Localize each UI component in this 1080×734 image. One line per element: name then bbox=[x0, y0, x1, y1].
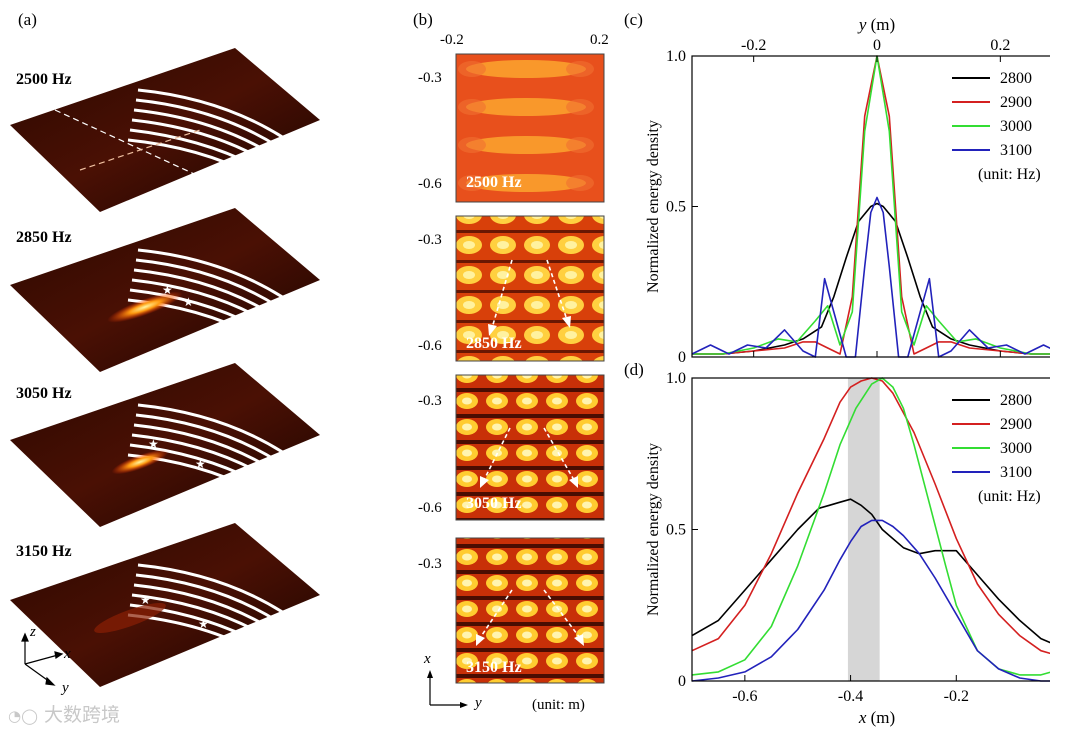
watermark-text: 大数跨境 bbox=[43, 704, 120, 726]
plate-3150: ★ ★ bbox=[10, 523, 320, 687]
x-axis-label: y (m) bbox=[857, 15, 895, 34]
x-tick-label: -0.6 bbox=[732, 688, 757, 705]
x-axis-label: x (m) bbox=[858, 708, 895, 727]
panel-d-label: (d) bbox=[624, 360, 644, 379]
svg-text:★: ★ bbox=[148, 437, 159, 451]
plate-3050: ★ ★ bbox=[10, 363, 320, 527]
series-line-3100 bbox=[691, 519, 1050, 682]
b-ytick-top-4: -0.3 bbox=[418, 556, 442, 572]
freq-label-a-1: 2500 Hz bbox=[16, 71, 72, 88]
field-map-3150 bbox=[455, 537, 605, 684]
plate-2850: ★ ★ bbox=[10, 208, 320, 372]
panel-b-label: (b) bbox=[413, 10, 433, 29]
freq-label-a-3: 3050 Hz bbox=[16, 385, 72, 402]
x-tick-label: -0.2 bbox=[944, 688, 969, 705]
field-map-3050 bbox=[455, 374, 605, 521]
axis-y-label: y bbox=[62, 680, 69, 696]
watermark: ◔◯ 大数跨境 bbox=[8, 700, 120, 727]
b-xtick-right: 0.2 bbox=[590, 32, 609, 48]
series-line-2800 bbox=[691, 498, 1050, 644]
x-tick-label: 0 bbox=[873, 37, 881, 54]
series-line-3100 bbox=[691, 196, 1050, 358]
b-ytick-top-2: -0.3 bbox=[418, 232, 442, 248]
svg-text:★: ★ bbox=[198, 617, 209, 631]
freq-label-a-4: 3150 Hz bbox=[16, 543, 72, 560]
field-map-2500 bbox=[455, 53, 605, 203]
axes-triad-a bbox=[21, 632, 64, 686]
legend-note: (unit: Hz) bbox=[978, 166, 1041, 183]
y-tick-label: 0.5 bbox=[666, 199, 686, 216]
legend-label-2900: 2900 bbox=[1000, 416, 1032, 433]
panel-a-plates: ★ ★ ★ ★ ★ ★ bbox=[10, 48, 320, 687]
legend-note: (unit: Hz) bbox=[978, 488, 1041, 505]
y-tick-label: 0 bbox=[678, 349, 686, 366]
svg-text:★: ★ bbox=[140, 593, 151, 607]
svg-text:★: ★ bbox=[162, 283, 173, 297]
y-axis-label: Normalized energy density bbox=[645, 443, 662, 616]
legend-label-3100: 3100 bbox=[1000, 464, 1032, 481]
y-tick-label: 0.5 bbox=[666, 522, 686, 539]
b-ytick-top-1: -0.3 bbox=[418, 70, 442, 86]
x-tick-label: -0.2 bbox=[741, 37, 766, 54]
y-tick-label: 0 bbox=[678, 673, 686, 690]
legend-label-3000: 3000 bbox=[1000, 118, 1032, 135]
legend-label-3000: 3000 bbox=[1000, 440, 1032, 457]
axis-x-label: x bbox=[64, 646, 71, 662]
svg-text:★: ★ bbox=[195, 457, 206, 471]
axes-triad-b bbox=[427, 670, 468, 708]
freq-label-b-4: 3150 Hz bbox=[466, 659, 522, 676]
shaded-region bbox=[847, 378, 880, 681]
b-axis-x: x bbox=[424, 651, 431, 667]
y-axis-label: Normalized energy density bbox=[645, 120, 662, 293]
b-unit: (unit: m) bbox=[532, 697, 585, 713]
legend-label-2900: 2900 bbox=[1000, 94, 1032, 111]
freq-label-b-2: 2850 Hz bbox=[466, 335, 522, 352]
chart-d: -0.6-0.4-0.2000.51.0x (m)Normalized ener… bbox=[645, 370, 1050, 727]
y-tick-label: 1.0 bbox=[666, 48, 686, 65]
chart-c: -0.2 0 0.2 0 0.5 1.0 y (m) Normalized energy de… bbox=[645, 15, 1050, 366]
svg-text:★: ★ bbox=[183, 295, 194, 309]
b-ytick-bottom-1: -0.6 bbox=[418, 176, 442, 192]
b-axis-y: y bbox=[475, 695, 482, 711]
legend-label-2800: 2800 bbox=[1000, 392, 1032, 409]
panel-c-label: (c) bbox=[624, 10, 643, 29]
freq-label-a-2: 2850 Hz bbox=[16, 229, 72, 246]
axis-z-label: z bbox=[30, 624, 36, 640]
series-line-2800 bbox=[692, 202, 1050, 355]
series-line-2900 bbox=[692, 55, 1050, 355]
b-ytick-top-3: -0.3 bbox=[418, 393, 442, 409]
watermark-icon: ◔◯ bbox=[8, 707, 38, 725]
panel-a-label: (a) bbox=[18, 10, 37, 29]
x-tick-label: -0.4 bbox=[838, 688, 863, 705]
legend-label-3100: 3100 bbox=[1000, 142, 1032, 159]
x-tick-label: 0.2 bbox=[990, 37, 1010, 54]
b-ytick-bottom-3: -0.6 bbox=[418, 500, 442, 516]
series-line-2900 bbox=[691, 377, 1050, 655]
legend-label-2800: 2800 bbox=[1000, 70, 1032, 87]
b-ytick-bottom-2: -0.6 bbox=[418, 338, 442, 354]
plate-2500 bbox=[10, 48, 320, 212]
b-xtick-left: -0.2 bbox=[440, 32, 464, 48]
panel-b-maps bbox=[455, 53, 605, 684]
field-map-2850 bbox=[455, 215, 605, 362]
freq-label-b-3: 3050 Hz bbox=[466, 495, 522, 512]
series-line-3000 bbox=[692, 55, 1050, 355]
y-tick-label: 1.0 bbox=[666, 370, 686, 387]
freq-label-b-1: 2500 Hz bbox=[466, 174, 522, 191]
